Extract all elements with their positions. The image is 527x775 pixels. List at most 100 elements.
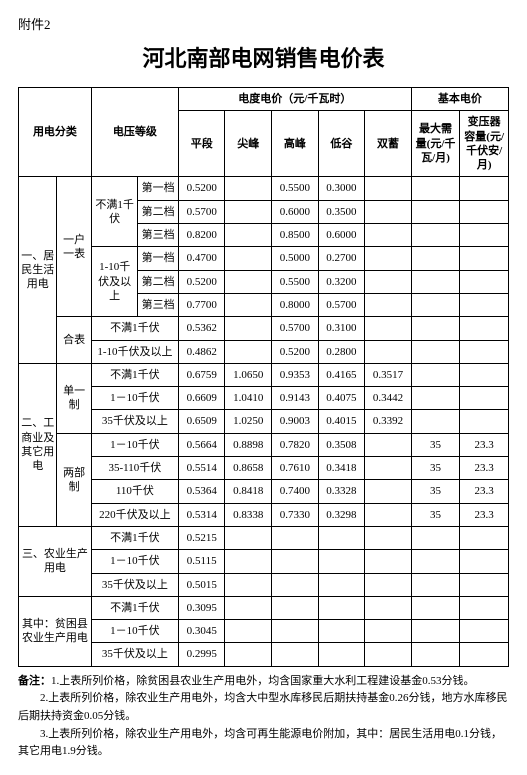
- cell: 0.5200: [272, 340, 319, 363]
- cell: 0.5362: [178, 317, 225, 340]
- cell: 0.7400: [272, 480, 319, 503]
- cell: 35: [411, 480, 460, 503]
- cat2-v: 220千伏及以上: [91, 503, 178, 526]
- cell: 0.5364: [178, 480, 225, 503]
- cell: 0.4015: [318, 410, 365, 433]
- cell: 0.3095: [178, 596, 225, 619]
- hdr-peak: 高峰: [272, 111, 319, 177]
- cell: 0.3100: [318, 317, 365, 340]
- cell: 0.3517: [365, 363, 412, 386]
- cell: 0.5314: [178, 503, 225, 526]
- hdr-transformer: 变压器容量(元/千伏安/月): [460, 111, 509, 177]
- cat1-tier: 第一档: [138, 177, 178, 200]
- page-title: 河北南部电网销售电价表: [18, 41, 509, 73]
- cell: 0.4075: [318, 387, 365, 410]
- cat1-hebiao-v1: 不满1千伏: [91, 317, 178, 340]
- cat4-v: 不满1千伏: [91, 596, 178, 619]
- cat2-v: 35千伏及以上: [91, 410, 178, 433]
- cell: 0.5200: [178, 177, 225, 200]
- cell: 0.5000: [272, 247, 319, 270]
- cell: 0.9003: [272, 410, 319, 433]
- cell: 23.3: [460, 503, 509, 526]
- cell: 0.3442: [365, 387, 412, 410]
- tariff-table: 用电分类 电压等级 电度电价（元/千瓦时） 基本电价 平段 尖峰 高峰 低谷 双…: [18, 87, 509, 667]
- cat1-sub1: 一户一表: [57, 177, 91, 317]
- cat1-v1: 不满1千伏: [91, 177, 138, 247]
- cell: 0.5200: [178, 270, 225, 293]
- cell: 0.3000: [318, 177, 365, 200]
- cat3-v: 1－10千伏: [91, 550, 178, 573]
- cat1-v2: 1-10千伏及以上: [91, 247, 138, 317]
- note-1: 1.上表所列价格，除贫困县农业生产用电外，均含国家重大水利工程建设基金0.53分…: [51, 675, 475, 687]
- cat2-v: 1－10千伏: [91, 433, 178, 456]
- cat2-v: 110千伏: [91, 480, 178, 503]
- cat3-v: 不满1千伏: [91, 526, 178, 549]
- cell: 0.4862: [178, 340, 225, 363]
- cell: 0.6000: [318, 224, 365, 247]
- cat2-label: 二、工商业及其它用电: [19, 363, 57, 526]
- cell: 1.0250: [225, 410, 272, 433]
- cat3-v: 35千伏及以上: [91, 573, 178, 596]
- hdr-valley: 低谷: [318, 111, 365, 177]
- cell: 0.9143: [272, 387, 319, 410]
- cat2-v: 35-110千伏: [91, 457, 178, 480]
- cell: 0.9353: [272, 363, 319, 386]
- hdr-max-demand: 最大需量(元/千瓦/月): [411, 111, 460, 177]
- cell: 0.4165: [318, 363, 365, 386]
- cell: 0.3392: [365, 410, 412, 433]
- cell: 0.7700: [178, 293, 225, 316]
- cell: 0.8338: [225, 503, 272, 526]
- cat2-v: 1－10千伏: [91, 387, 178, 410]
- cat2-v: 不满1千伏: [91, 363, 178, 386]
- cat1-tier: 第一档: [138, 247, 178, 270]
- hdr-flat: 平段: [178, 111, 225, 177]
- cell: 0.5514: [178, 457, 225, 480]
- cat2-two-part: 两部制: [57, 433, 91, 526]
- cell: 0.8658: [225, 457, 272, 480]
- cell: 0.3418: [318, 457, 365, 480]
- cell: 0.5664: [178, 433, 225, 456]
- note-3: 3.上表所列价格，除农业生产用电外，均含可再生能源电价附加，其中：居民生活用电0…: [18, 726, 509, 761]
- cat4-v: 1－10千伏: [91, 620, 178, 643]
- cell: 0.5500: [272, 270, 319, 293]
- hdr-energy-price: 电度电价（元/千瓦时）: [178, 88, 411, 111]
- cell: 0.5015: [178, 573, 225, 596]
- cell: 0.2800: [318, 340, 365, 363]
- cat1-tier: 第二档: [138, 270, 178, 293]
- cat1-tier: 第二档: [138, 200, 178, 223]
- cat3-label: 三、农业生产用电: [19, 526, 92, 596]
- cell: 0.8898: [225, 433, 272, 456]
- cell: 35: [411, 457, 460, 480]
- attachment-label: 附件2: [18, 14, 509, 33]
- cell: 0.8200: [178, 224, 225, 247]
- cell: 0.5700: [178, 200, 225, 223]
- cell: 1.0650: [225, 363, 272, 386]
- cell: 0.6759: [178, 363, 225, 386]
- cell: 0.6509: [178, 410, 225, 433]
- cell: 0.5215: [178, 526, 225, 549]
- hdr-sharp: 尖峰: [225, 111, 272, 177]
- cell: 0.3045: [178, 620, 225, 643]
- cell: 0.3500: [318, 200, 365, 223]
- cell: 23.3: [460, 433, 509, 456]
- cat2-single: 单一制: [57, 363, 91, 433]
- cell: 0.3200: [318, 270, 365, 293]
- cat1-hebiao-v2: 1-10千伏及以上: [91, 340, 178, 363]
- cell: 0.3328: [318, 480, 365, 503]
- cell: 0.5700: [272, 317, 319, 340]
- hdr-usage-cat: 用电分类: [19, 88, 92, 177]
- cell: 0.4700: [178, 247, 225, 270]
- cat1-label: 一、居民生活用电: [19, 177, 57, 363]
- cell: 0.5700: [318, 293, 365, 316]
- hdr-dual: 双蓄: [365, 111, 412, 177]
- cell: 0.5500: [272, 177, 319, 200]
- cell: 35: [411, 433, 460, 456]
- cat1-tier: 第三档: [138, 224, 178, 247]
- cell: 0.2700: [318, 247, 365, 270]
- cell: 0.6609: [178, 387, 225, 410]
- cell: 1.0410: [225, 387, 272, 410]
- hdr-basic-price: 基本电价: [411, 88, 508, 111]
- cat4-v: 35千伏及以上: [91, 643, 178, 666]
- cell: 0.8418: [225, 480, 272, 503]
- cell: 0.2995: [178, 643, 225, 666]
